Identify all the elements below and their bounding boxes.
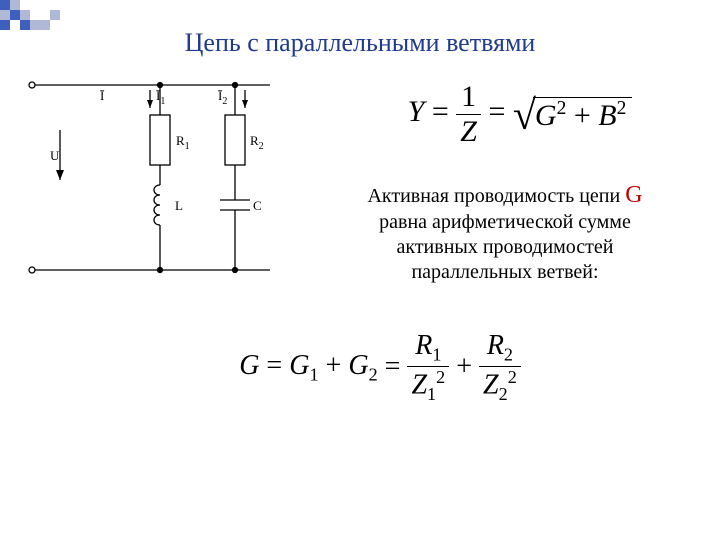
sym-G-red: G	[625, 182, 642, 208]
label-I1: Ī1	[156, 88, 165, 107]
label-C: C	[253, 198, 262, 213]
label-U: U	[50, 148, 60, 163]
formula-conductance-sum: G = G1 + G2 = R1 Z12 + R2 Z22	[120, 330, 640, 405]
sym-Y: Y	[408, 95, 425, 128]
label-R1: R1	[176, 133, 190, 152]
circuit-diagram: U Ī Ī1 Ī2 R1 R2 L C	[20, 70, 300, 290]
label-L: L	[175, 198, 183, 213]
label-I2: Ī2	[218, 88, 227, 107]
page-title: Цепь с параллельными ветвями	[0, 28, 720, 58]
formula-admittance: Y = 1 Z = √ G2 + B2	[355, 80, 685, 149]
label-R2: R2	[250, 133, 264, 152]
paragraph-conductance: Активная проводимость цепи G равна арифм…	[320, 180, 690, 285]
label-I: Ī	[100, 88, 105, 103]
